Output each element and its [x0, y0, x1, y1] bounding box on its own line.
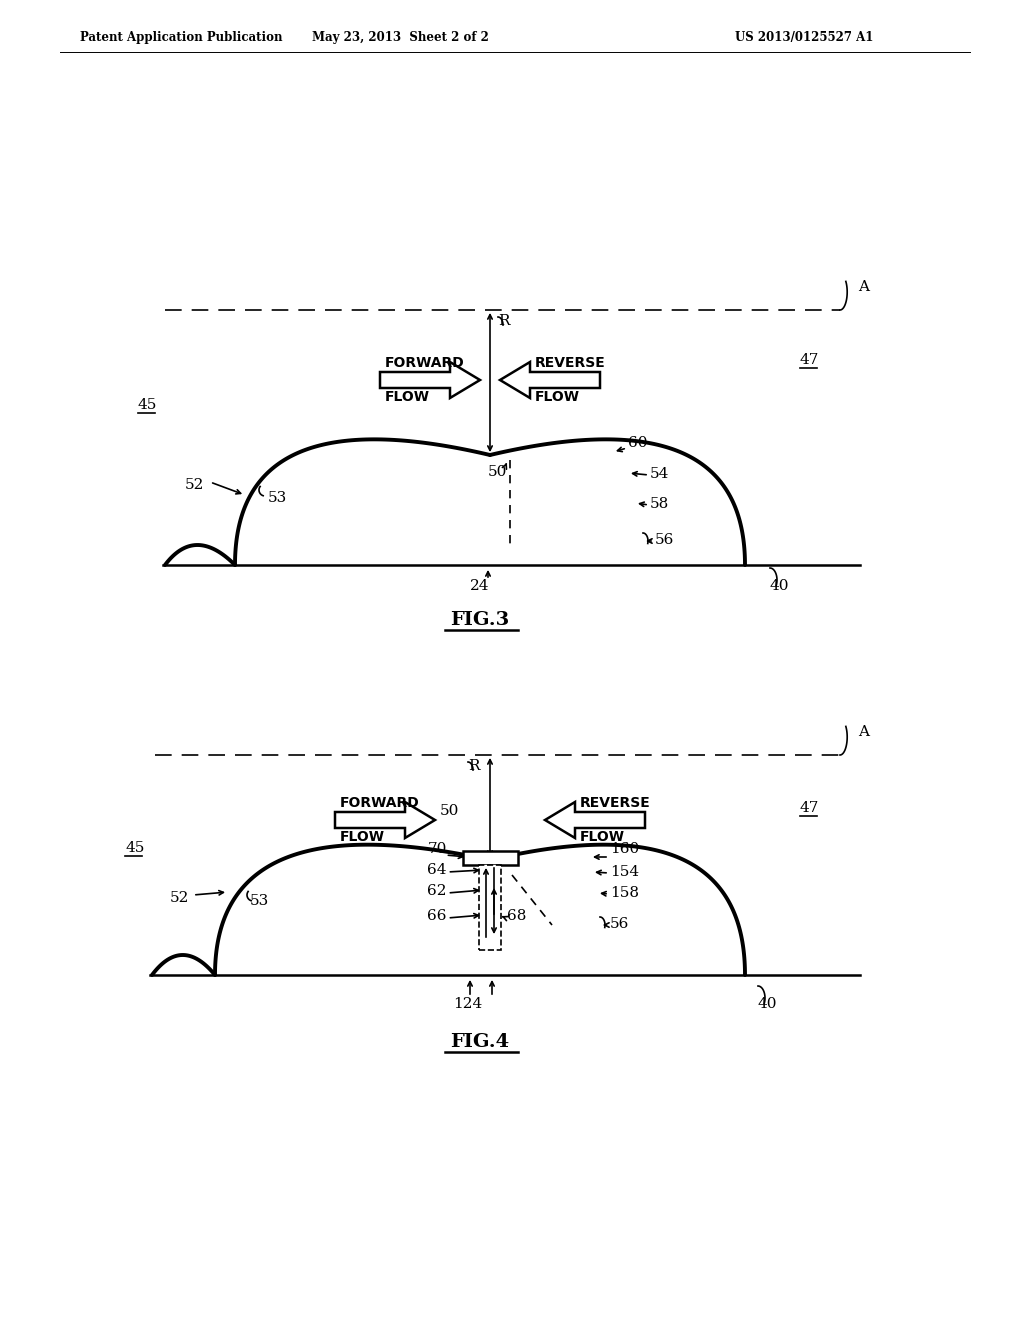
Text: 47: 47	[800, 801, 819, 814]
Text: 70: 70	[427, 842, 446, 855]
Text: FLOW: FLOW	[340, 830, 385, 843]
Bar	[463, 851, 517, 865]
Text: 124: 124	[453, 997, 482, 1011]
Text: 56: 56	[655, 533, 675, 546]
Text: 52: 52	[185, 478, 205, 492]
Text: FIG.4: FIG.4	[451, 1034, 510, 1051]
Text: 24: 24	[470, 579, 489, 593]
Text: FLOW: FLOW	[535, 389, 580, 404]
Text: FLOW: FLOW	[580, 830, 625, 843]
Text: 50: 50	[488, 465, 507, 479]
Bar	[479, 865, 501, 950]
Text: REVERSE: REVERSE	[535, 356, 606, 370]
Text: 50: 50	[440, 804, 460, 818]
Text: 64: 64	[427, 863, 447, 876]
Text: FIG.3: FIG.3	[451, 611, 510, 630]
Text: FLOW: FLOW	[385, 389, 430, 404]
Text: 68: 68	[507, 909, 526, 923]
Text: US 2013/0125527 A1: US 2013/0125527 A1	[735, 32, 873, 45]
Text: REVERSE: REVERSE	[580, 796, 650, 810]
Text: 154: 154	[610, 865, 639, 879]
Text: 52: 52	[170, 891, 189, 906]
Text: FORWARD: FORWARD	[340, 796, 420, 810]
Text: 40: 40	[758, 997, 777, 1011]
Text: FORWARD: FORWARD	[385, 356, 465, 370]
Text: 45: 45	[125, 841, 144, 855]
Text: 58: 58	[650, 498, 670, 511]
Text: 53: 53	[250, 894, 269, 908]
Text: 45: 45	[138, 399, 158, 412]
Text: Patent Application Publication: Patent Application Publication	[80, 32, 283, 45]
Text: May 23, 2013  Sheet 2 of 2: May 23, 2013 Sheet 2 of 2	[311, 32, 488, 45]
Text: 53: 53	[268, 491, 288, 506]
Text: R: R	[498, 314, 510, 327]
Text: 62: 62	[427, 884, 447, 898]
Text: R: R	[468, 759, 479, 774]
Text: 56: 56	[610, 917, 630, 931]
Text: A: A	[858, 725, 869, 739]
Text: 47: 47	[800, 352, 819, 367]
Text: A: A	[858, 280, 869, 294]
Text: 66: 66	[427, 909, 447, 923]
Text: 60: 60	[628, 436, 647, 450]
Text: 40: 40	[770, 579, 790, 593]
Text: 160: 160	[610, 842, 639, 855]
Text: 158: 158	[610, 886, 639, 900]
Text: 54: 54	[650, 467, 670, 480]
